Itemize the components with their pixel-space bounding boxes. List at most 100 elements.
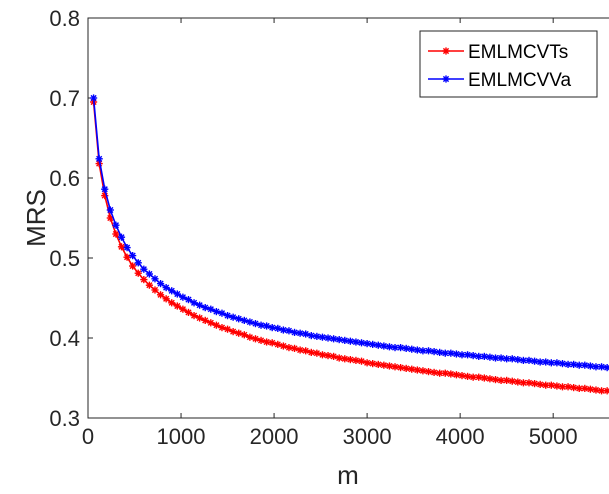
data-point [263,322,271,330]
data-point [117,233,126,241]
legend-entry: EMLMCVTs [428,42,568,63]
data-point [346,337,354,345]
data-point [145,270,154,278]
data-point [503,376,511,384]
data-point [463,372,472,380]
data-point [508,355,516,363]
data-point [447,370,455,378]
data-point [436,348,444,356]
data-point [514,356,522,364]
data-point [184,308,193,316]
data-point [570,384,578,392]
data-point [95,155,103,163]
data-point [106,206,114,214]
legend-marker [442,47,450,55]
data-point [290,328,299,336]
y-tick-label: 0.7 [49,86,80,111]
data-point [207,319,215,327]
data-point [140,276,148,284]
data-point [402,364,410,372]
data-point [123,253,131,261]
data-point [246,318,254,326]
data-point [263,338,271,346]
legend: EMLMCVTs EMLMCVVa [419,30,598,98]
data-point [514,378,522,386]
data-point [179,305,187,313]
x-tick-label: 2000 [250,424,299,449]
legend-entry: EMLMCVVa [428,70,572,91]
data-point [530,380,539,388]
x-axis-label: m [337,460,359,490]
data-point [586,385,594,393]
data-point [369,340,377,348]
data-point [341,336,349,344]
data-point [575,361,583,369]
data-point [586,362,594,370]
data-point [424,368,433,376]
data-point [447,349,455,357]
x-tick-label: 5000 [529,424,578,449]
data-point [173,302,181,310]
data-point [547,359,555,367]
data-point [307,348,315,356]
data-point [519,379,528,387]
x-tick-label: 3000 [343,424,392,449]
data-point [391,344,399,352]
data-point [363,340,371,348]
data-point [397,364,405,372]
y-tick-label: 0.6 [49,166,80,191]
data-point [296,329,304,337]
data-point [458,372,466,380]
data-point [196,314,204,322]
data-point [441,369,449,377]
data-point [168,287,176,295]
data-point [463,351,472,359]
data-point [424,347,433,355]
data-point [553,359,561,367]
data-point [134,269,142,277]
data-point [497,354,505,362]
data-point [491,376,500,384]
data-point [480,352,488,360]
data-point [402,344,410,352]
data-point [279,342,287,350]
data-point [229,328,237,336]
data-point [240,316,248,324]
data-point [129,252,137,260]
data-point [385,362,394,370]
data-point [357,357,366,365]
data-point [380,361,388,369]
data-point [240,331,248,339]
data-point [391,363,399,371]
legend-label: EMLMCVTs [468,42,568,63]
data-point [408,365,416,373]
data-point [452,350,461,358]
data-point [603,364,609,372]
data-point [190,312,198,320]
data-point [307,332,315,340]
data-point [581,384,589,392]
data-point [302,330,310,338]
data-point [480,374,488,382]
data-point [413,366,421,374]
data-point [285,344,293,352]
y-tick-label: 0.8 [49,6,80,31]
data-point [112,230,120,238]
data-point [380,342,388,350]
data-point [369,360,377,368]
data-point [547,381,555,389]
series-line [92,97,608,369]
series-line [92,101,608,392]
data-point [112,221,120,229]
data-point [475,373,483,381]
data-point [374,341,382,349]
data-point [519,356,528,364]
data-point [413,346,421,354]
data-point [530,357,539,365]
data-point [134,259,142,267]
data-point [385,343,394,351]
data-point [324,334,332,342]
data-point [274,340,282,348]
data-point [162,284,170,292]
